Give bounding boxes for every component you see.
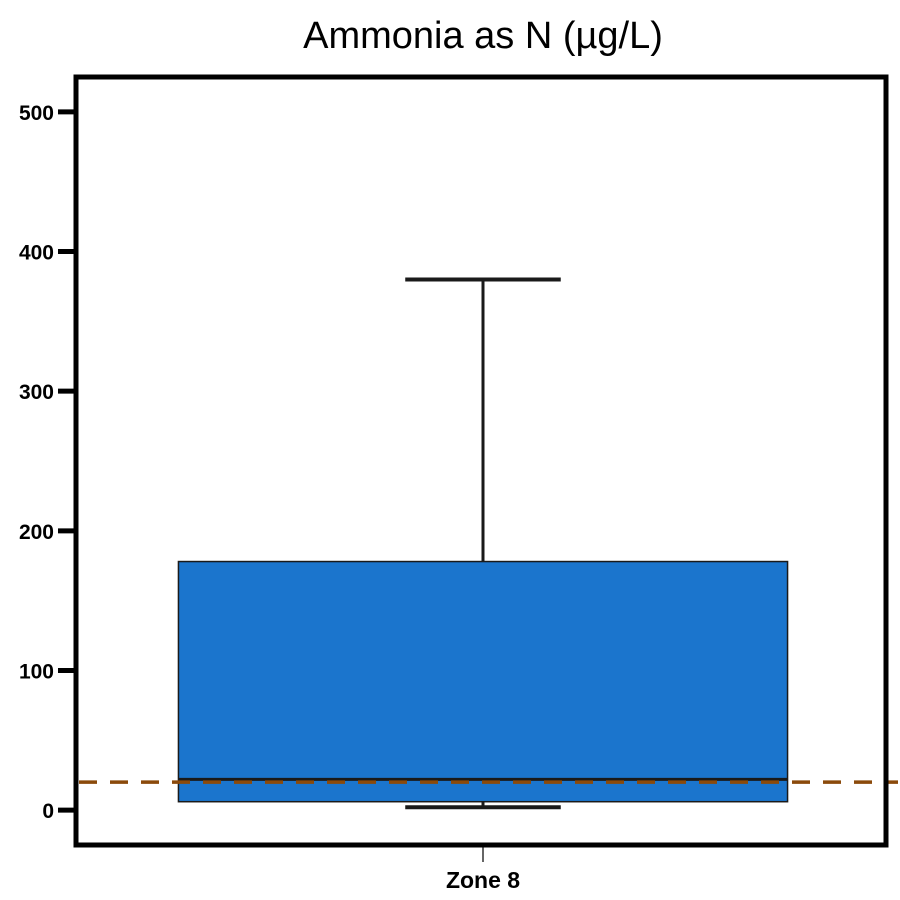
box-iqr <box>177 560 789 803</box>
y-tick-label: 400 <box>19 242 54 265</box>
y-axis: 0 100 200 300 400 500 <box>19 102 76 823</box>
y-tick-label: 100 <box>19 660 54 683</box>
y-tick-label: 300 <box>19 381 54 404</box>
y-tick-label: 200 <box>19 521 54 544</box>
x-category-label: Zone 8 <box>446 867 520 893</box>
plot-frame <box>73 74 889 848</box>
box-series <box>177 277 789 810</box>
y-tick-label: 0 <box>42 800 54 823</box>
y-tick-label: 500 <box>19 102 54 125</box>
x-axis: Zone 8 <box>446 845 520 893</box>
chart-title: Ammonia as N (µg/L) <box>303 15 663 57</box>
